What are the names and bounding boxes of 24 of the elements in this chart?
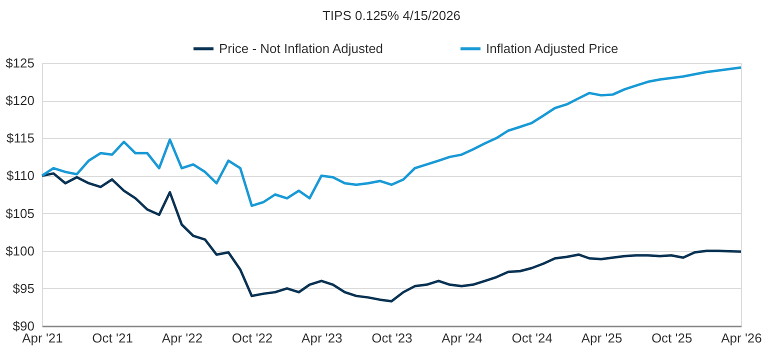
x-tick-label: Apr '22: [162, 330, 203, 346]
y-tick-label: $90: [12, 318, 34, 334]
x-tick-label: Oct '23: [372, 330, 412, 346]
x-tick-label: Oct '25: [651, 330, 692, 346]
x-tick-label: Oct '22: [232, 330, 273, 346]
y-tick-label: $110: [6, 168, 34, 184]
y-tick-label: $100: [6, 243, 34, 258]
x-tick-label: Apr '23: [302, 330, 342, 346]
y-tick-label: $95: [12, 280, 34, 296]
x-tick-label: Apr '21: [22, 330, 63, 346]
x-tick-label: Oct '24: [512, 330, 552, 346]
x-tick-label: Apr '25: [581, 330, 622, 346]
y-tick-label: $120: [6, 93, 34, 108]
y-tick-label: $115: [6, 130, 34, 146]
legend-label: Inflation Adjusted Price: [486, 40, 618, 56]
x-tick-label: Apr '24: [442, 330, 482, 346]
legend-label: Price - Not Inflation Adjusted: [219, 40, 384, 56]
x-tick-label: Oct '21: [92, 330, 133, 346]
chart-title: TIPS 0.125% 4/15/2026: [322, 8, 461, 23]
x-tick-label: Apr '26: [721, 330, 762, 346]
y-tick-label: $105: [6, 206, 34, 221]
y-tick-label: $125: [6, 56, 34, 70]
line-series: [40, 66, 742, 208]
line-series: [40, 172, 742, 302]
